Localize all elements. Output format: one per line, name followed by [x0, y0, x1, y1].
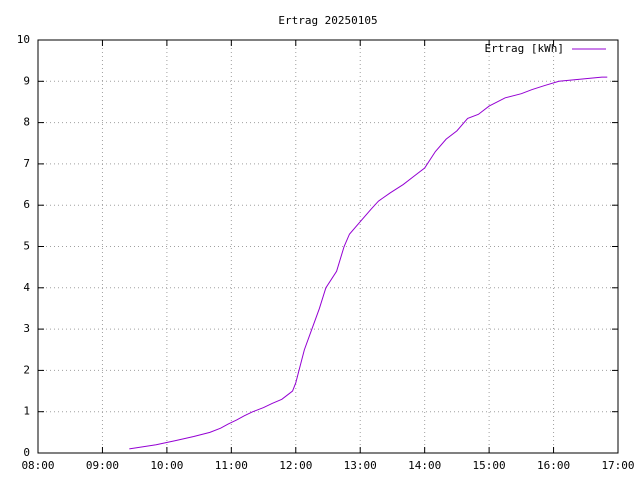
y-tick-label: 6	[23, 198, 30, 211]
x-tick-label: 13:00	[344, 459, 377, 472]
data-line	[129, 76, 608, 450]
x-tick-label: 17:00	[601, 459, 634, 472]
x-tick-label: 14:00	[408, 459, 441, 472]
y-tick-label: 4	[23, 281, 30, 294]
x-tick-label: 12:00	[279, 459, 312, 472]
chart-title: Ertrag 20250105	[278, 14, 377, 27]
y-tick-label: 1	[23, 405, 30, 418]
x-tick-label: 10:00	[150, 459, 183, 472]
x-tick-label: 08:00	[21, 459, 54, 472]
y-tick-label: 7	[23, 157, 30, 170]
y-tick-label: 9	[23, 74, 30, 87]
y-tick-label: 8	[23, 116, 30, 129]
x-tick-label: 16:00	[537, 459, 570, 472]
y-tick-label: 0	[23, 446, 30, 459]
x-tick-label: 11:00	[215, 459, 248, 472]
legend-label: Ertrag [kWh]	[485, 42, 564, 55]
x-tick-label: 15:00	[473, 459, 506, 472]
x-tick-label: 09:00	[86, 459, 119, 472]
y-tick-label: 2	[23, 363, 30, 376]
y-tick-label: 10	[17, 33, 30, 46]
plot-border	[37, 39, 619, 454]
y-tick-label: 5	[23, 240, 30, 253]
y-tick-label: 3	[23, 322, 30, 335]
